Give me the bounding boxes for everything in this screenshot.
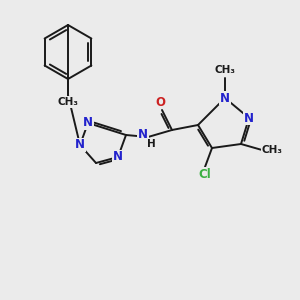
Text: N: N bbox=[244, 112, 254, 124]
Text: N: N bbox=[113, 151, 123, 164]
Text: H: H bbox=[147, 139, 155, 149]
Text: CH₃: CH₃ bbox=[58, 97, 79, 107]
Text: O: O bbox=[155, 95, 165, 109]
Text: CH₃: CH₃ bbox=[262, 145, 283, 155]
Text: N: N bbox=[220, 92, 230, 104]
Text: N: N bbox=[138, 128, 148, 142]
Text: Cl: Cl bbox=[199, 167, 212, 181]
Text: CH₃: CH₃ bbox=[214, 65, 236, 75]
Text: N: N bbox=[75, 139, 85, 152]
Text: N: N bbox=[83, 116, 93, 130]
